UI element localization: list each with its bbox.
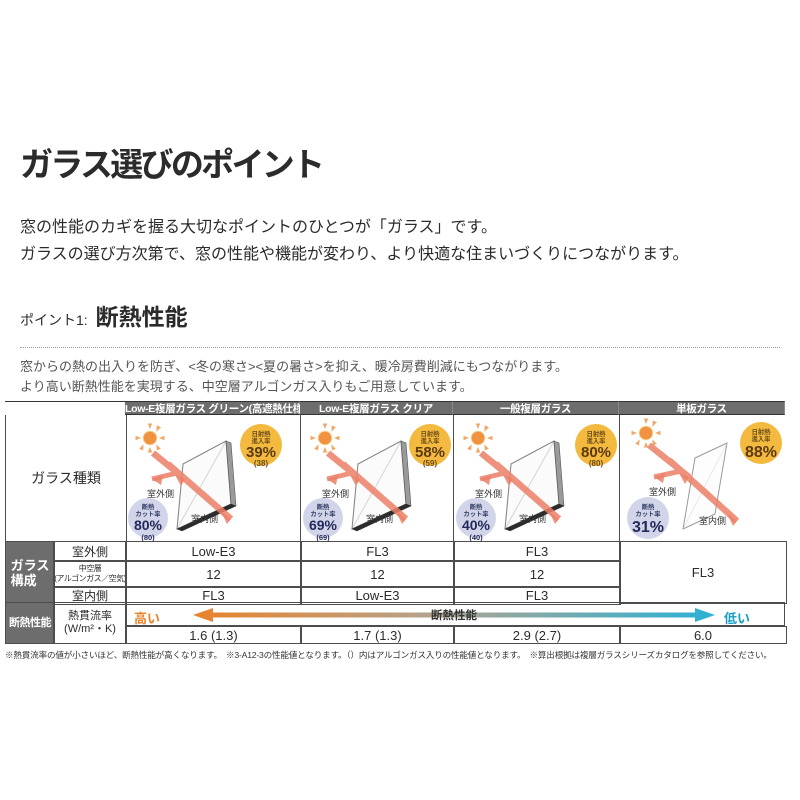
- svg-text:進入率: 進入率: [752, 434, 772, 443]
- svg-text:日射熱: 日射熱: [421, 429, 441, 438]
- svg-text:88%: 88%: [745, 444, 777, 461]
- svg-text:(59): (59): [423, 459, 438, 468]
- svg-text:(40): (40): [469, 533, 483, 541]
- svg-text:室内側: 室内側: [519, 513, 546, 524]
- svg-text:室外側: 室外側: [147, 488, 174, 499]
- svg-text:日射熱: 日射熱: [587, 429, 607, 438]
- svg-text:断熱: 断熱: [642, 502, 655, 511]
- svg-text:断熱: 断熱: [142, 502, 155, 511]
- svg-text:40%: 40%: [462, 517, 491, 533]
- svg-text:室内側: 室内側: [366, 513, 393, 524]
- svg-text:日射熱: 日射熱: [252, 429, 272, 438]
- svg-text:(69): (69): [316, 533, 330, 541]
- svg-text:(38): (38): [254, 459, 269, 468]
- svg-text:(80): (80): [141, 533, 155, 541]
- svg-text:室外側: 室外側: [649, 486, 676, 497]
- svg-text:室外側: 室外側: [475, 488, 502, 499]
- svg-text:断熱性能: 断熱性能: [431, 608, 477, 622]
- svg-text:(80): (80): [589, 459, 604, 468]
- svg-text:室内側: 室内側: [699, 515, 726, 526]
- svg-text:80%: 80%: [134, 517, 163, 533]
- svg-text:室外側: 室外側: [322, 488, 349, 499]
- svg-text:31%: 31%: [632, 519, 664, 536]
- svg-text:室内側: 室内側: [191, 513, 218, 524]
- svg-text:69%: 69%: [309, 517, 338, 533]
- svg-text:断熱: 断熱: [470, 502, 483, 511]
- svg-text:カット率: カット率: [635, 509, 661, 518]
- svg-text:断熱: 断熱: [317, 502, 330, 511]
- svg-text:日射熱: 日射熱: [752, 427, 772, 436]
